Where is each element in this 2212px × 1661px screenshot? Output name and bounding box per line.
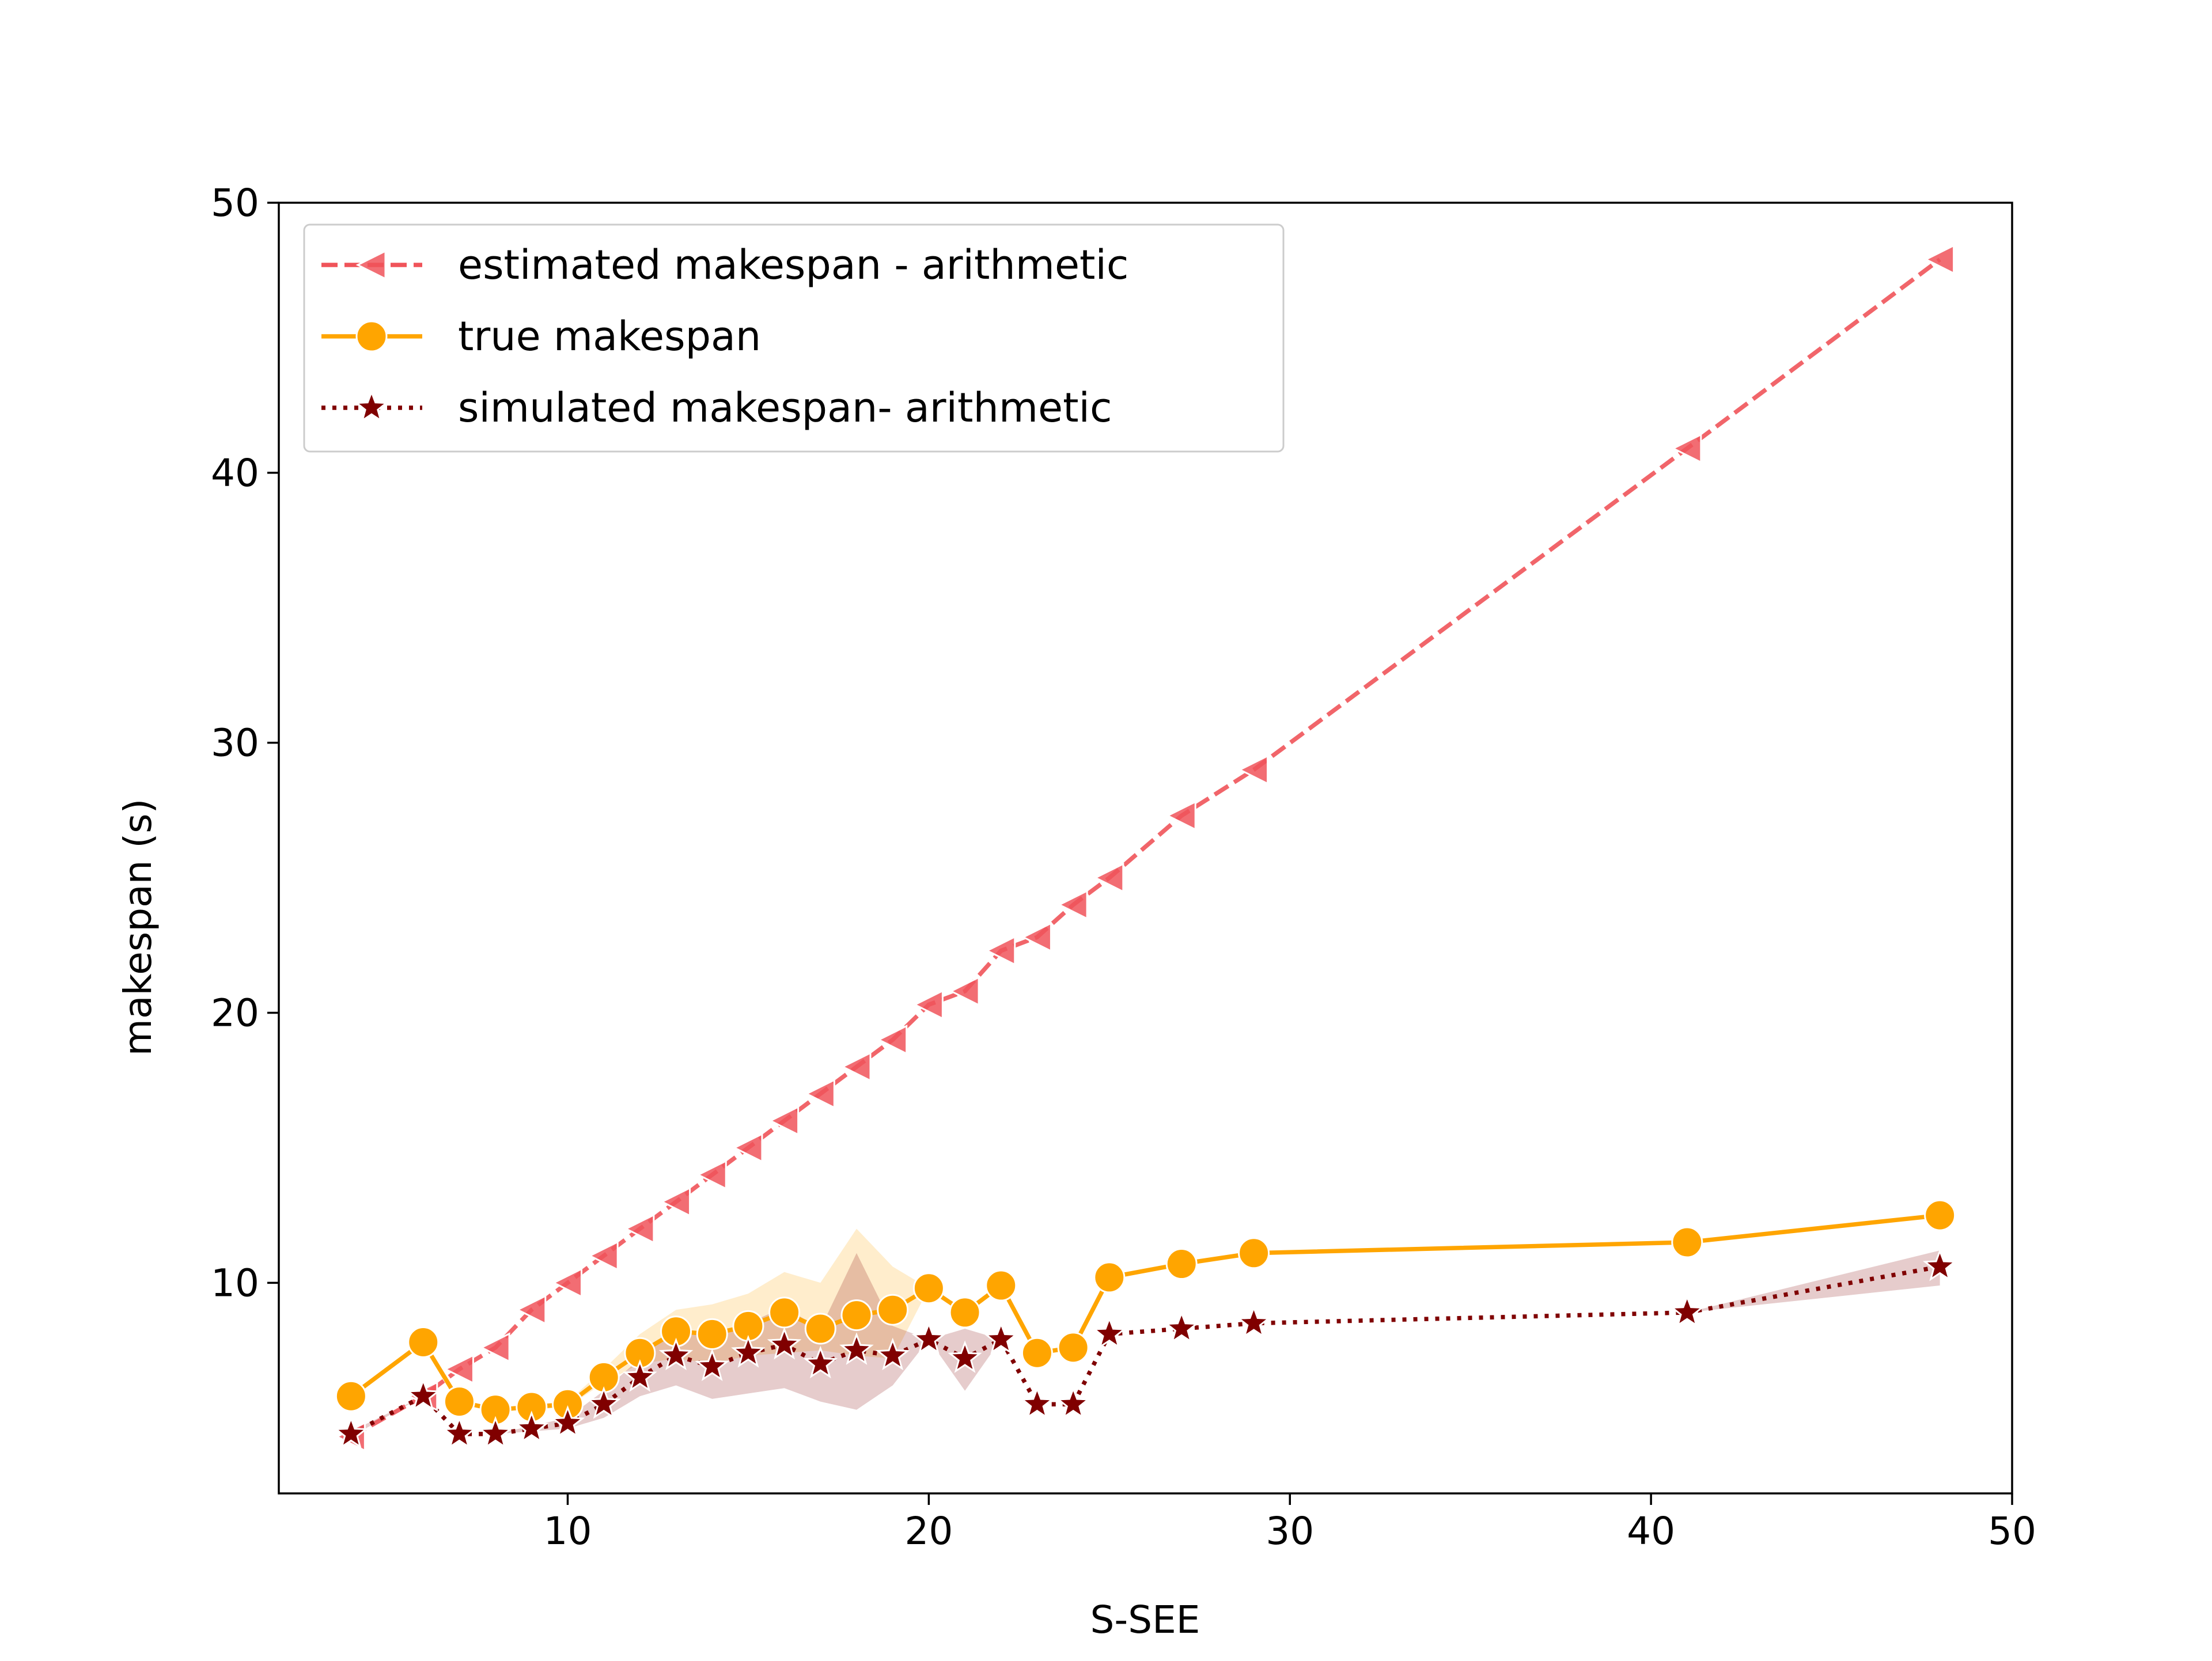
data-point-series-1 xyxy=(1057,1332,1089,1364)
data-point-series-0 xyxy=(913,989,944,1020)
data-point-series-2 xyxy=(406,1378,441,1411)
y-tick-label: 30 xyxy=(211,721,259,765)
data-point-series-2 xyxy=(514,1410,549,1443)
data-point-series-2 xyxy=(875,1337,910,1371)
data-point-series-1 xyxy=(1924,1199,1956,1231)
legend-marker-0 xyxy=(355,249,387,280)
x-axis-label: S-SEE xyxy=(1090,1598,1200,1642)
data-point-series-2 xyxy=(1092,1316,1127,1349)
data-point-series-0 xyxy=(479,1332,510,1363)
data-point-series-2 xyxy=(1922,1248,1957,1281)
x-tick-label: 10 xyxy=(544,1509,592,1553)
data-point-series-0 xyxy=(985,935,1016,966)
data-point-series-1 xyxy=(804,1313,836,1345)
data-point-series-2 xyxy=(767,1326,802,1360)
y-tick-label: 40 xyxy=(211,451,259,495)
legend-label: estimated makespan - arithmetic xyxy=(458,241,1128,289)
data-point-series-0 xyxy=(1924,244,1955,275)
data-point-series-0 xyxy=(1057,889,1088,920)
x-tick-label: 30 xyxy=(1266,1509,1314,1553)
data-point-series-0 xyxy=(552,1267,582,1298)
data-point-series-0 xyxy=(877,1024,908,1055)
y-tick-label: 20 xyxy=(211,991,259,1035)
data-point-series-0 xyxy=(660,1186,691,1218)
legend: estimated makespan - arithmetic true make… xyxy=(303,223,1285,453)
data-point-series-0 xyxy=(732,1132,763,1163)
data-point-series-0 xyxy=(840,1051,872,1082)
data-point-series-2 xyxy=(442,1416,477,1449)
data-point-series-2 xyxy=(1056,1386,1090,1419)
legend-label: simulated makespan- arithmetic xyxy=(458,384,1112,431)
plot-frame xyxy=(278,202,2013,1495)
data-point-series-2 xyxy=(948,1340,982,1373)
data-point-series-1 xyxy=(949,1296,981,1329)
data-point-series-2 xyxy=(839,1332,874,1365)
data-point-series-1 xyxy=(840,1299,873,1332)
data-point-series-1 xyxy=(407,1326,440,1358)
data-point-series-2 xyxy=(1236,1305,1271,1338)
data-point-series-0 xyxy=(1165,800,1196,831)
data-point-series-0 xyxy=(516,1294,547,1325)
data-point-series-0 xyxy=(588,1241,619,1271)
data-point-series-2 xyxy=(984,1321,1018,1355)
confidence-bands xyxy=(351,1215,1940,1437)
data-point-series-0 xyxy=(1238,754,1269,785)
data-point-series-2 xyxy=(695,1348,729,1381)
legend-marker-1 xyxy=(355,320,388,352)
x-tick-label: 20 xyxy=(904,1509,953,1553)
x-tick-label: 40 xyxy=(1627,1509,1675,1553)
data-point-series-1 xyxy=(985,1269,1017,1302)
data-point-series-2 xyxy=(478,1416,513,1449)
data-point-series-2 xyxy=(1164,1310,1199,1344)
data-point-series-1 xyxy=(1671,1226,1703,1258)
data-point-series-2 xyxy=(1020,1386,1055,1419)
data-point-series-0 xyxy=(1093,862,1124,893)
data-point-series-1 xyxy=(1238,1237,1270,1269)
data-point-series-2 xyxy=(586,1386,621,1419)
data-point-series-0 xyxy=(444,1353,474,1385)
data-point-series-1 xyxy=(696,1318,728,1350)
y-tick-label: 50 xyxy=(211,181,259,225)
data-point-series-1 xyxy=(1165,1247,1198,1280)
data-point-series-2 xyxy=(658,1337,694,1371)
data-point-series-0 xyxy=(804,1078,835,1109)
x-tick-label: 50 xyxy=(1988,1509,2036,1553)
data-point-series-1 xyxy=(768,1296,801,1329)
y-axis-ticks: 10 20 30 40 50 xyxy=(211,181,279,1305)
data-point-series-1 xyxy=(335,1380,367,1412)
data-point-series-2 xyxy=(623,1359,657,1392)
data-point-series-2 xyxy=(1670,1294,1705,1328)
data-point-series-2 xyxy=(803,1345,838,1379)
legend-label: true makespan xyxy=(458,313,761,360)
data-point-series-2 xyxy=(911,1321,946,1355)
data-point-series-1 xyxy=(443,1386,475,1418)
data-point-series-0 xyxy=(768,1105,800,1136)
data-point-series-1 xyxy=(1093,1261,1126,1294)
legend-marker-2 xyxy=(354,389,389,423)
data-point-series-1 xyxy=(877,1294,909,1326)
data-point-series-2 xyxy=(731,1334,766,1368)
legend-box xyxy=(303,223,1285,453)
data-point-series-0 xyxy=(1671,433,1702,464)
x-axis-ticks: 10 20 30 40 50 xyxy=(544,1493,2036,1553)
data-point-series-2 xyxy=(550,1405,585,1438)
data-point-series-1 xyxy=(912,1272,945,1304)
data-point-series-0 xyxy=(949,976,980,1007)
confidence-band xyxy=(351,1250,1940,1437)
data-point-series-1 xyxy=(1021,1337,1053,1369)
series-markers xyxy=(334,244,1957,1452)
y-tick-label: 10 xyxy=(211,1261,259,1305)
data-point-series-0 xyxy=(696,1159,727,1190)
data-point-series-0 xyxy=(1021,921,1052,953)
data-point-series-0 xyxy=(624,1213,655,1244)
data-point-series-2 xyxy=(334,1416,369,1449)
y-axis-label: makespan (s) xyxy=(116,799,160,1056)
